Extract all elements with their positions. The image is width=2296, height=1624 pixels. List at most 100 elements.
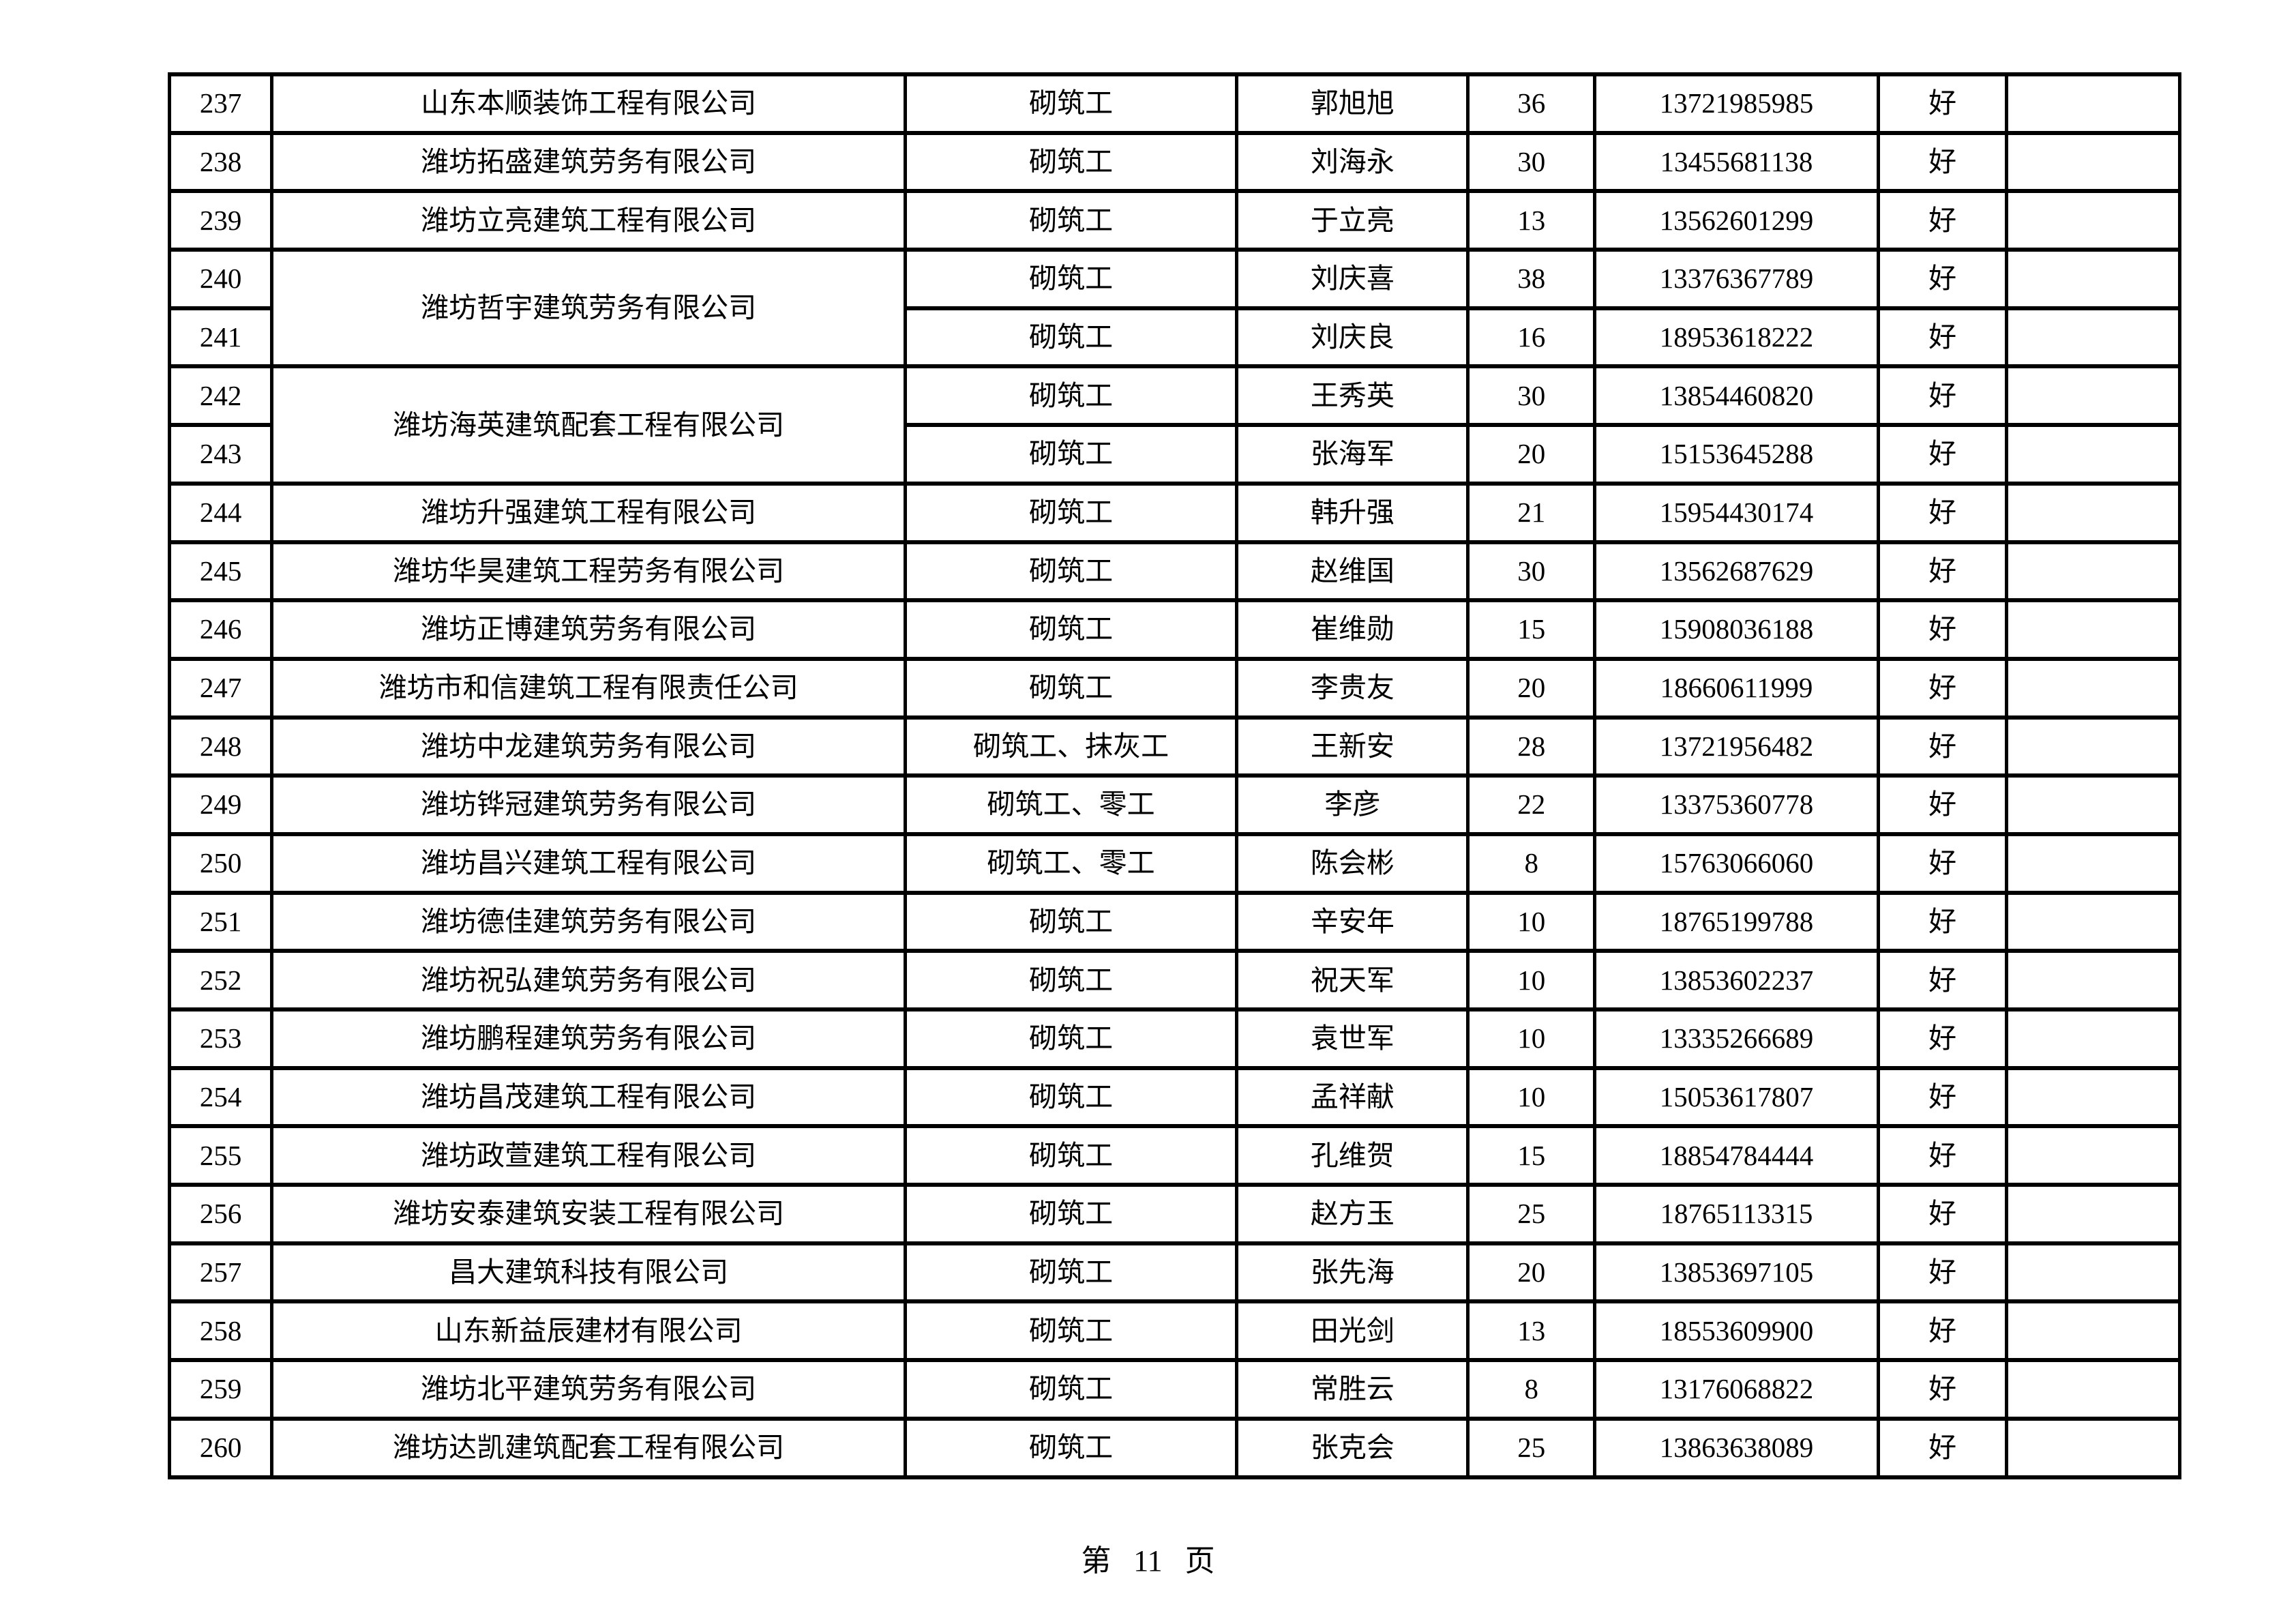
cell-company-name: 昌大建筑科技有限公司 <box>270 1241 907 1304</box>
cell-worker-count: 8 <box>1466 1358 1597 1421</box>
cell-rating: 好 <box>1876 1124 2009 1187</box>
cell-phone-number: 18553609900 <box>1593 1299 1880 1363</box>
cell-serial-number: 240 <box>167 248 274 310</box>
cell-worker-count: 28 <box>1466 715 1597 778</box>
table-row: 238 潍坊拓盛建筑劳务有限公司 砌筑工 刘海永 30 13455681138 好 <box>167 130 2181 194</box>
cell-work-type: 砌筑工 <box>903 423 1239 486</box>
cell-serial-number: 260 <box>167 1416 274 1479</box>
cell-worker-count: 20 <box>1466 1241 1597 1304</box>
table-row: 255 潍坊政萱建筑工程有限公司 砌筑工 孔维贺 15 18854784444 好 <box>167 1124 2181 1187</box>
cell-phone-number: 18765113315 <box>1593 1183 1880 1245</box>
cell-remark <box>2005 1299 2181 1363</box>
cell-phone-number: 13562687629 <box>1593 540 1880 603</box>
cell-work-type: 砌筑工 <box>903 189 1239 252</box>
cell-remark <box>2005 1358 2181 1421</box>
table-row: 237 山东本顺装饰工程有限公司 砌筑工 郭旭旭 36 13721985985 好 <box>167 72 2181 135</box>
cell-serial-number: 255 <box>167 1124 274 1187</box>
cell-worker-count: 10 <box>1466 890 1597 954</box>
cell-worker-count: 13 <box>1466 1299 1597 1363</box>
cell-serial-number: 239 <box>167 189 274 252</box>
cell-remark <box>2005 949 2181 1012</box>
cell-contact-person: 陈会彬 <box>1235 831 1470 895</box>
table-row: 243 砌筑工 张海军 20 15153645288 好 <box>167 423 2181 486</box>
cell-serial-number: 241 <box>167 306 274 369</box>
table-row: 248 潍坊中龙建筑劳务有限公司 砌筑工、抹灰工 王新安 28 13721956482 好 <box>167 715 2181 778</box>
cell-contact-person: 辛安年 <box>1235 890 1470 954</box>
cell-rating: 好 <box>1876 949 2009 1012</box>
cell-remark <box>2005 656 2181 720</box>
cell-worker-count: 10 <box>1466 949 1597 1012</box>
cell-work-type: 砌筑工 <box>903 598 1239 661</box>
table-row: 256 潍坊安泰建筑安装工程有限公司 砌筑工 赵方玉 25 18765113315 好 <box>167 1183 2181 1245</box>
cell-work-type: 砌筑工 <box>903 1241 1239 1304</box>
cell-serial-number: 247 <box>167 656 274 720</box>
table-row: 240 潍坊哲宇建筑劳务有限公司 砌筑工 刘庆喜 38 13376367789 好 <box>167 248 2181 369</box>
cell-work-type: 砌筑工、零工 <box>903 773 1239 836</box>
cell-company-name: 潍坊昌茂建筑工程有限公司 <box>270 1065 907 1129</box>
table-row: 257 昌大建筑科技有限公司 砌筑工 张先海 20 13853697105 好 <box>167 1241 2181 1304</box>
cell-serial-number: 250 <box>167 831 274 895</box>
cell-company-name: 潍坊升强建筑工程有限公司 <box>270 481 907 544</box>
table-row: 258 山东新益辰建材有限公司 砌筑工 田光剑 13 18553609900 好 <box>167 1299 2181 1363</box>
cell-serial-number: 249 <box>167 773 274 836</box>
cell-work-type: 砌筑工 <box>903 1299 1239 1363</box>
cell-remark <box>2005 481 2181 544</box>
cell-work-type: 砌筑工 <box>903 540 1239 603</box>
cell-worker-count: 25 <box>1466 1183 1597 1245</box>
cell-phone-number: 13854460820 <box>1593 364 1880 428</box>
cell-contact-person: 常胜云 <box>1235 1358 1470 1421</box>
cell-worker-count: 20 <box>1466 656 1597 720</box>
cell-worker-count: 15 <box>1466 598 1597 661</box>
cell-work-type: 砌筑工 <box>903 1065 1239 1129</box>
table-row: 253 潍坊鹏程建筑劳务有限公司 砌筑工 袁世军 10 13335266689 好 <box>167 1007 2181 1070</box>
cell-worker-count: 25 <box>1466 1416 1597 1479</box>
cell-worker-count: 20 <box>1466 423 1597 486</box>
cell-remark <box>2005 1007 2181 1070</box>
cell-rating: 好 <box>1876 715 2009 778</box>
cell-company-name: 潍坊祝弘建筑劳务有限公司 <box>270 949 907 1012</box>
cell-phone-number: 13335266689 <box>1593 1007 1880 1070</box>
cell-contact-person: 刘庆良 <box>1235 306 1470 369</box>
cell-rating: 好 <box>1876 423 2009 486</box>
table-row: 242 潍坊海英建筑配套工程有限公司 砌筑工 王秀英 30 13854460820 好 <box>167 364 2181 486</box>
cell-serial-number: 242 <box>167 364 274 428</box>
cell-rating: 好 <box>1876 189 2009 252</box>
cell-rating: 好 <box>1876 1358 2009 1421</box>
table-row: 259 潍坊北平建筑劳务有限公司 砌筑工 常胜云 8 13176068822 好 <box>167 1358 2181 1421</box>
cell-company-name: 潍坊达凯建筑配套工程有限公司 <box>270 1416 907 1479</box>
cell-remark <box>2005 890 2181 954</box>
cell-phone-number: 18765199788 <box>1593 890 1880 954</box>
cell-remark <box>2005 715 2181 778</box>
cell-worker-count: 36 <box>1466 72 1597 135</box>
cell-serial-number: 253 <box>167 1007 274 1070</box>
cell-rating: 好 <box>1876 481 2009 544</box>
cell-company-name: 山东本顺装饰工程有限公司 <box>270 72 907 135</box>
cell-company-name: 潍坊政萱建筑工程有限公司 <box>270 1124 907 1187</box>
cell-contact-person: 张先海 <box>1235 1241 1470 1304</box>
cell-phone-number: 18854784444 <box>1593 1124 1880 1187</box>
cell-rating: 好 <box>1876 598 2009 661</box>
cell-remark <box>2005 831 2181 895</box>
cell-phone-number: 15153645288 <box>1593 423 1880 486</box>
cell-remark <box>2005 130 2181 194</box>
table-row: 252 潍坊祝弘建筑劳务有限公司 砌筑工 祝天军 10 13853602237 好 <box>167 949 2181 1012</box>
cell-serial-number: 259 <box>167 1358 274 1421</box>
cell-rating: 好 <box>1876 1416 2009 1479</box>
cell-work-type: 砌筑工 <box>903 364 1239 428</box>
cell-remark <box>2005 1065 2181 1129</box>
cell-phone-number: 13721985985 <box>1593 72 1880 135</box>
cell-serial-number: 245 <box>167 540 274 603</box>
cell-serial-number: 244 <box>167 481 274 544</box>
cell-work-type: 砌筑工 <box>903 949 1239 1012</box>
cell-company-name: 潍坊市和信建筑工程有限责任公司 <box>270 656 907 720</box>
cell-serial-number: 252 <box>167 949 274 1012</box>
cell-remark <box>2005 1241 2181 1304</box>
cell-contact-person: 孔维贺 <box>1235 1124 1470 1187</box>
cell-phone-number: 15954430174 <box>1593 481 1880 544</box>
table-row: 239 潍坊立亮建筑工程有限公司 砌筑工 于立亮 13 13562601299 好 <box>167 189 2181 252</box>
cell-contact-person: 赵方玉 <box>1235 1183 1470 1245</box>
cell-work-type: 砌筑工 <box>903 1007 1239 1070</box>
cell-company-name: 潍坊中龙建筑劳务有限公司 <box>270 715 907 778</box>
cell-rating: 好 <box>1876 72 2009 135</box>
cell-company-name: 潍坊立亮建筑工程有限公司 <box>270 189 907 252</box>
